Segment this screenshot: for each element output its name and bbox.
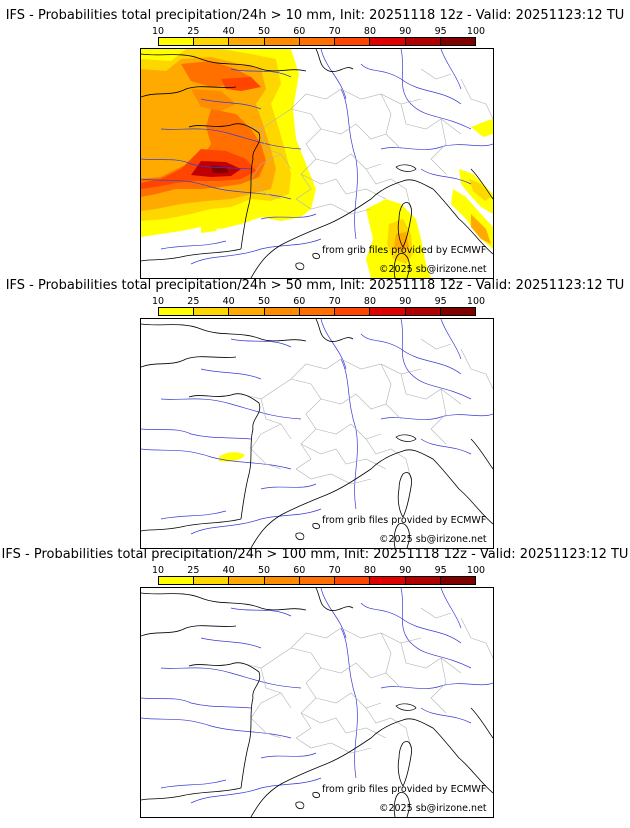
colorbar-segment [370,38,406,45]
colorbar-tick: 90 [399,26,412,37]
colorbar-segment [299,38,336,45]
colorbar-tick: 25 [187,26,200,37]
colorbar-segment [370,308,406,315]
colorbar-segment [405,38,441,45]
colorbar-tick: 90 [399,565,412,576]
colorbar-tick: 10 [151,26,165,37]
colorbar-segment [370,577,406,584]
colorbar-segment [405,577,441,584]
colorbar-segment [335,577,371,584]
map-frame: from grib files provided by ECMWF ©2025 … [140,587,494,818]
credit-source: from grib files provided by ECMWF [322,245,487,256]
credit-source: from grib files provided by ECMWF [322,515,487,526]
colorbar-tick: 95 [434,26,447,37]
panel-title: IFS - Probabilities total precipitation/… [5,8,625,23]
colorbar-tick: 50 [257,26,271,37]
colorbar-tick: 95 [434,565,447,576]
colorbar-tick: 40 [222,296,235,307]
colorbar [158,37,476,46]
colorbar-tick: 60 [293,296,306,307]
colorbar-segment [335,38,371,45]
colorbar-tick: 40 [222,565,235,576]
colorbar [158,576,476,585]
colorbar-tick: 100 [466,26,486,37]
colorbar-segment [159,38,195,45]
colorbar-tick: 70 [328,565,341,576]
precip-map [141,319,493,548]
colorbar-tick: 70 [328,296,341,307]
panel-100mm: IFS - Probabilities total precipitation/… [0,547,630,818]
colorbar-segment [299,308,336,315]
precip-map [141,49,493,278]
colorbar-tick: 50 [257,296,271,307]
colorbar-tick: 50 [257,565,271,576]
colorbar-segment [440,38,475,45]
colorbar-tick: 100 [466,565,486,576]
colorbar-segment [440,308,475,315]
colorbar-tick: 25 [187,565,200,576]
colorbar-tick: 80 [363,296,377,307]
credit-copyright: ©2025 sb@irizone.net [379,534,487,545]
colorbar-ticks: 10 25 40 50 60 70 80 90 95 100 [152,26,485,37]
colorbar-segment [264,38,300,45]
probability-field [219,452,245,462]
panel-50mm: IFS - Probabilities total precipitation/… [0,278,630,549]
panel-title: IFS - Probabilities total precipitation/… [1,547,629,562]
colorbar-segment [194,38,230,45]
colorbar-segment [440,577,475,584]
credit-source: from grib files provided by ECMWF [322,784,487,795]
colorbar-segment [264,308,300,315]
colorbar-segment [194,308,230,315]
colorbar-segment [299,577,336,584]
colorbar-ticks: 10 25 40 50 60 70 80 90 95 100 [152,565,485,576]
colorbar-segment [159,308,195,315]
panel-title: IFS - Probabilities total precipitation/… [5,278,625,293]
colorbar-tick: 40 [222,26,235,37]
colorbar-segment [194,577,230,584]
colorbar-tick: 90 [399,296,412,307]
colorbar-segment [229,38,265,45]
colorbar-tick: 95 [434,296,447,307]
credit-copyright: ©2025 sb@irizone.net [379,803,487,814]
probability-field [141,49,493,278]
colorbar-tick: 60 [293,26,306,37]
colorbar-tick: 80 [363,26,377,37]
colorbar-tick: 25 [187,296,200,307]
colorbar-segment [229,577,265,584]
colorbar-segment [335,308,371,315]
colorbar-tick: 60 [293,565,306,576]
credit-copyright: ©2025 sb@irizone.net [379,264,487,275]
colorbar-segment [229,308,265,315]
map-frame: from grib files provided by ECMWF ©2025 … [140,48,494,279]
colorbar-segment [405,308,441,315]
precip-map [141,588,493,817]
panel-10mm: IFS - Probabilities total precipitation/… [0,8,630,279]
colorbar-tick: 10 [151,565,165,576]
colorbar-tick: 10 [151,296,165,307]
colorbar-segment [159,577,195,584]
colorbar [158,307,476,316]
colorbar-tick: 100 [466,296,486,307]
colorbar-tick: 80 [363,565,377,576]
colorbar-segment [264,577,300,584]
map-frame: from grib files provided by ECMWF ©2025 … [140,318,494,549]
colorbar-ticks: 10 25 40 50 60 70 80 90 95 100 [152,296,485,307]
colorbar-tick: 70 [328,26,341,37]
